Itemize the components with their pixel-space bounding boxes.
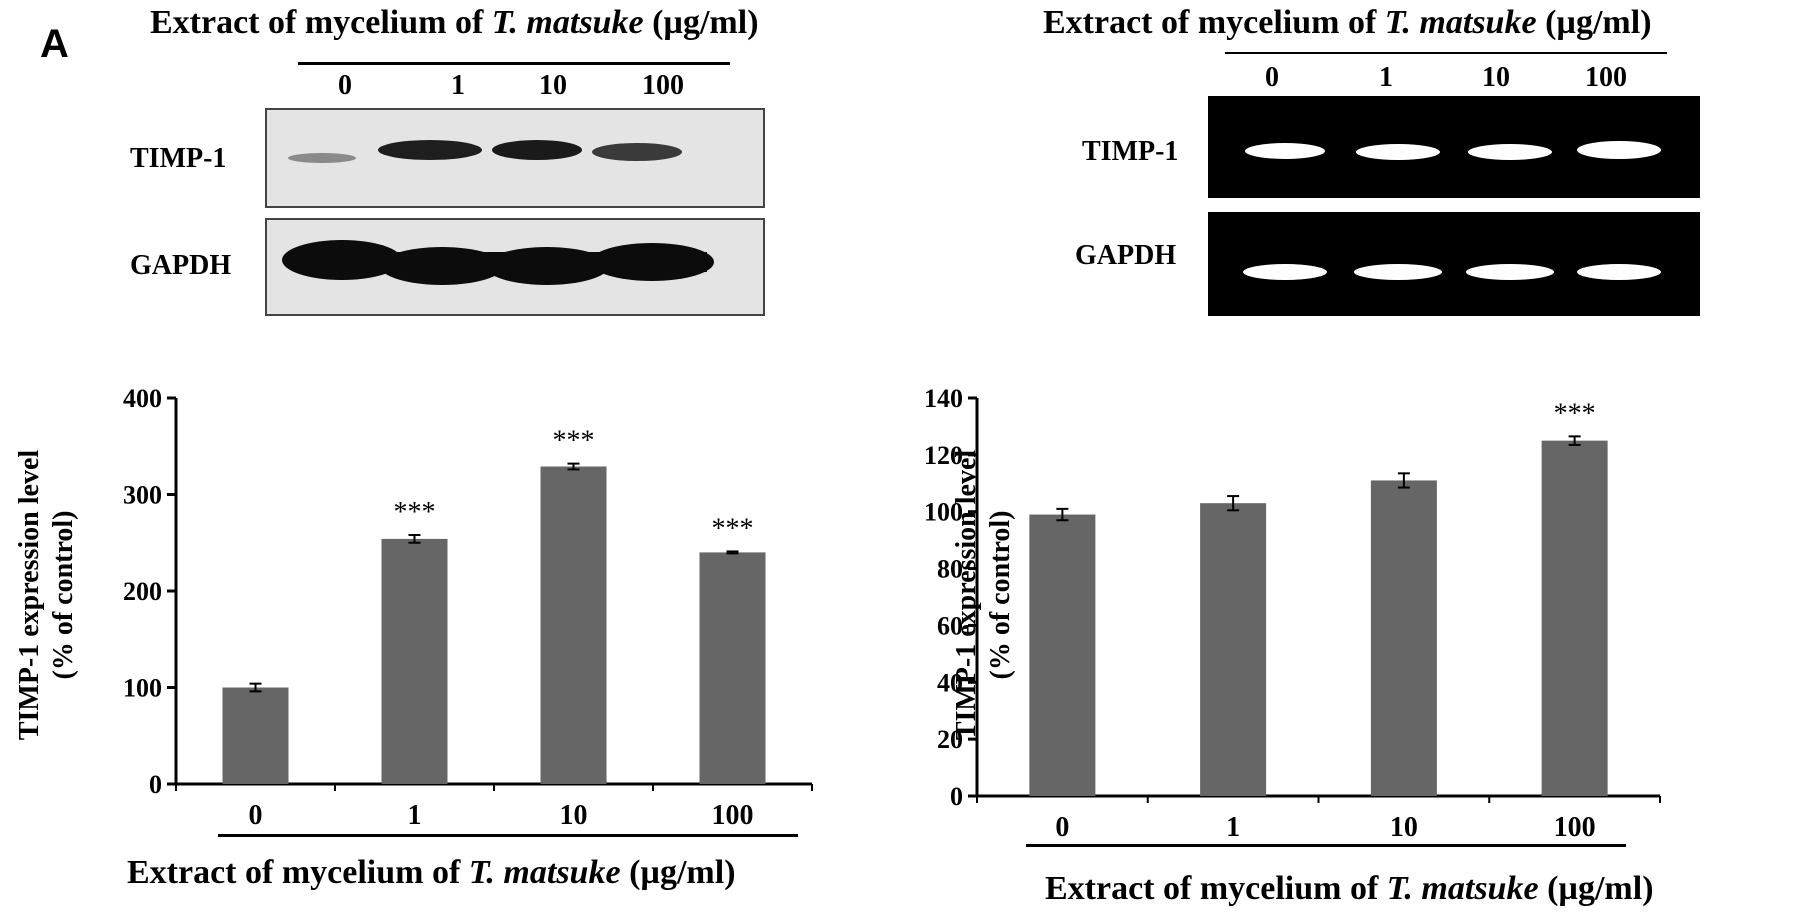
y-tick-label: 140 bbox=[924, 384, 963, 413]
left-blot-lane-100: 100 bbox=[642, 70, 684, 101]
y-axis-label-line1: TIMP-1 expression level bbox=[951, 450, 982, 741]
timp1-band-lane-0 bbox=[288, 153, 356, 163]
y-tick-label: 400 bbox=[123, 384, 162, 413]
bar bbox=[381, 538, 448, 784]
gel-gapdh-band-lane-10 bbox=[1466, 264, 1554, 280]
y-tick-label: 20 bbox=[937, 725, 963, 754]
extract-species: T. matsuke bbox=[468, 854, 621, 891]
x-tick-label: 1 bbox=[408, 800, 422, 831]
left-blot-top-line bbox=[298, 62, 730, 65]
y-tick-label: 200 bbox=[123, 577, 162, 606]
left-blot-timp1-strip bbox=[265, 108, 765, 208]
timp1-band-lane-10 bbox=[492, 140, 582, 160]
right-blot-lane-10: 10 bbox=[1482, 62, 1510, 93]
bar bbox=[699, 552, 766, 784]
left-blot-lane-10: 10 bbox=[539, 70, 567, 101]
right-blot-extract-title: Extract of mycelium of T. matsuke (µg/ml… bbox=[1043, 4, 1652, 42]
x-tick-label: 0 bbox=[1055, 812, 1069, 843]
significance-label: *** bbox=[712, 513, 754, 544]
right-gel-timp1-strip bbox=[1208, 96, 1700, 198]
right-gel-gapdh-strip bbox=[1208, 212, 1700, 316]
extract-unit: (µg/ml) bbox=[1545, 4, 1652, 41]
y-tick-label: 60 bbox=[937, 611, 963, 640]
bar bbox=[540, 466, 607, 784]
gel-gapdh-band-lane-1 bbox=[1354, 264, 1442, 280]
bar bbox=[222, 687, 289, 784]
gel-gapdh-band-lane-0 bbox=[1243, 264, 1327, 280]
left-blot-gapdh-label: GAPDH bbox=[130, 250, 232, 281]
y-axis-label-line2: (% of control) bbox=[48, 511, 79, 680]
gel-strip-bg bbox=[1208, 212, 1700, 316]
y-axis-label: TIMP-1 expression level (% of control) bbox=[14, 450, 79, 741]
y-tick-label: 100 bbox=[123, 674, 162, 703]
x-tick-label: 0 bbox=[249, 800, 263, 831]
significance-label: *** bbox=[553, 426, 595, 457]
left-blot-extract-title: Extract of mycelium of T. matsuke (µg/ml… bbox=[150, 4, 759, 42]
extract-prefix: Extract of mycelium of bbox=[127, 854, 469, 891]
gel-timp1-band-lane-0 bbox=[1245, 143, 1325, 159]
panel-letter: A bbox=[40, 22, 69, 66]
right-blot-gapdh-label: GAPDH bbox=[1075, 240, 1177, 271]
y-axis-label-line2: (% of control) bbox=[985, 511, 1016, 680]
extract-unit: (µg/ml) bbox=[629, 854, 736, 891]
x-category-underline bbox=[1026, 844, 1626, 847]
x-tick-label: 100 bbox=[1554, 812, 1596, 843]
y-tick-label: 40 bbox=[937, 668, 963, 697]
gel-timp1-band-lane-1 bbox=[1356, 144, 1440, 160]
y-tick-label: 300 bbox=[123, 481, 162, 510]
gapdh-band-smear bbox=[297, 252, 707, 272]
bar bbox=[1370, 480, 1437, 796]
extract-species: T. matsuke bbox=[1384, 4, 1537, 41]
right-blot-lane-100: 100 bbox=[1585, 62, 1627, 93]
extract-unit: (µg/ml) bbox=[1547, 870, 1654, 907]
right-chart-extract-title: Extract of mycelium of T. matsuke (µg/ml… bbox=[1045, 870, 1654, 908]
left-chart-extract-title: Extract of mycelium of T. matsuke (µg/ml… bbox=[127, 854, 736, 892]
gel-gapdh-band-lane-100 bbox=[1577, 264, 1661, 280]
x-tick-label: 100 bbox=[712, 800, 754, 831]
y-tick-label: 0 bbox=[950, 782, 963, 811]
left-blot-timp1-label: TIMP-1 bbox=[130, 143, 227, 174]
bar bbox=[1200, 503, 1267, 796]
right-blot-timp1-label: TIMP-1 bbox=[1082, 136, 1179, 167]
y-axis-label-line1: TIMP-1 expression level bbox=[14, 450, 45, 741]
right-blot-top-line bbox=[1225, 52, 1667, 54]
timp1-band-lane-1 bbox=[378, 140, 482, 160]
extract-prefix: Extract of mycelium of bbox=[150, 4, 492, 41]
right-blot-lane-1: 1 bbox=[1379, 62, 1393, 93]
timp1-band-lane-100 bbox=[592, 143, 682, 161]
bar bbox=[1029, 514, 1096, 796]
significance-label: *** bbox=[394, 497, 436, 528]
left-bar-chart: 0 100 200 300 400 0 *** 1 *** 10 *** 100 TIMP-1 expr… bbox=[14, 384, 813, 837]
y-axis-label: TIMP-1 expression level (% of control) bbox=[951, 450, 1016, 741]
gel-timp1-band-lane-10 bbox=[1468, 144, 1552, 160]
x-category-underline bbox=[218, 834, 798, 837]
bar bbox=[1541, 440, 1608, 796]
extract-species: T. matsuke bbox=[491, 4, 644, 41]
extract-species: T. matsuke bbox=[1386, 870, 1539, 907]
right-blot-lane-0: 0 bbox=[1265, 62, 1279, 93]
extract-prefix: Extract of mycelium of bbox=[1043, 4, 1385, 41]
extract-unit: (µg/ml) bbox=[652, 4, 759, 41]
x-tick-label: 10 bbox=[1390, 812, 1418, 843]
x-tick-label: 10 bbox=[560, 800, 588, 831]
left-blot-lane-1: 1 bbox=[451, 70, 465, 101]
significance-label: *** bbox=[1554, 398, 1596, 429]
left-blot-lane-0: 0 bbox=[338, 70, 352, 101]
y-tick-label: 80 bbox=[937, 555, 963, 584]
left-blot-gapdh-strip bbox=[265, 218, 765, 316]
gel-timp1-band-lane-100 bbox=[1577, 141, 1661, 159]
y-tick-label: 0 bbox=[149, 770, 162, 799]
extract-prefix: Extract of mycelium of bbox=[1045, 870, 1387, 907]
y-tick-label: 120 bbox=[924, 441, 963, 470]
y-tick-label: 100 bbox=[924, 498, 963, 527]
x-tick-label: 1 bbox=[1226, 812, 1240, 843]
